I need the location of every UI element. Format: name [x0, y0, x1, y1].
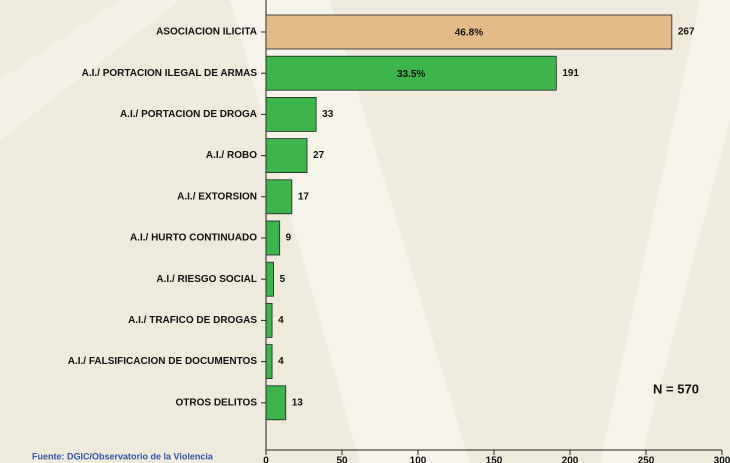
- background-wedge: [0, 0, 180, 140]
- bar: [265, 261, 274, 297]
- value-label: 5: [280, 274, 286, 285]
- y-tick-label: A.I./ TRAFICO DE DROGAS: [128, 315, 257, 326]
- y-tick-label: A.I./ EXTORSION: [177, 191, 257, 202]
- background-wedge: [600, 0, 730, 463]
- y-tick-label: A.I./ HURTO CONTINUADO: [130, 233, 257, 244]
- share-label: 46.8%: [455, 28, 483, 39]
- y-tick-label: ASOCIACION ILICITA: [156, 27, 257, 38]
- x-tick-label: 200: [562, 456, 579, 463]
- x-tick-label: 250: [638, 456, 655, 463]
- bar: [265, 97, 317, 132]
- bar: [265, 220, 281, 256]
- bar: [265, 385, 287, 421]
- x-tick-label: 300: [714, 456, 730, 463]
- y-tick-label: A.I./ PORTACION DE DROGA: [120, 109, 257, 120]
- value-label: 13: [292, 397, 304, 408]
- value-label: 4: [278, 315, 284, 326]
- y-tick-label: A.I./ FALSIFICACION DE DOCUMENTOS: [68, 356, 258, 367]
- bar: [265, 179, 293, 215]
- value-label: 33: [322, 109, 334, 120]
- bar: [265, 138, 308, 174]
- bar: [265, 344, 273, 380]
- y-tick-label: OTROS DELITOS: [176, 397, 258, 408]
- value-label: 9: [286, 233, 292, 244]
- bar: [265, 55, 557, 91]
- value-label: 27: [313, 150, 325, 161]
- annotation: N = 570: [653, 381, 699, 396]
- value-label: 17: [298, 191, 310, 202]
- y-tick-label: A.I./ ROBO: [206, 150, 257, 161]
- x-tick-label: 150: [486, 456, 503, 463]
- value-label: 4: [278, 356, 284, 367]
- bar: [265, 302, 273, 338]
- y-tick-label: A.I./ PORTACION ILEGAL DE ARMAS: [82, 68, 258, 79]
- bar: [265, 14, 673, 50]
- x-tick-label: 0: [263, 456, 269, 463]
- source: Fuente: DGIC/Observatorio de la Violenci…: [32, 451, 214, 461]
- y-tick-label: A.I./ RIESGO SOCIAL: [156, 274, 257, 285]
- value-label: 191: [562, 68, 579, 79]
- x-tick-label: 50: [336, 456, 348, 463]
- value-label: 267: [678, 27, 695, 38]
- x-tick-label: 100: [410, 456, 427, 463]
- share-label: 33.5%: [397, 69, 425, 80]
